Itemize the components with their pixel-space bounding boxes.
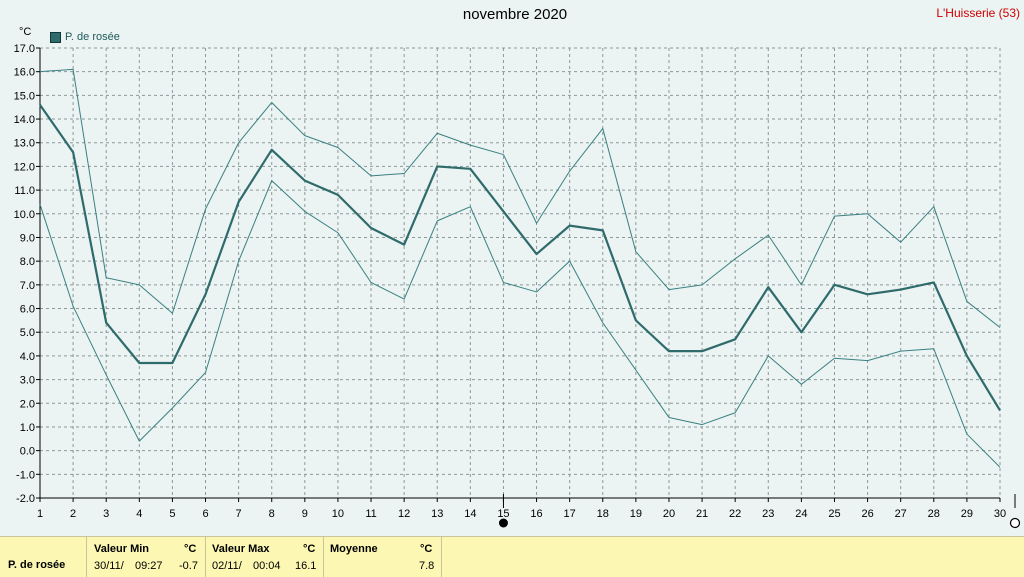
y-tick-label: 7.0	[20, 280, 35, 292]
y-tick-label: 5.0	[20, 327, 35, 339]
x-tick-label: 15	[497, 508, 509, 520]
x-tick-label: 13	[431, 508, 443, 520]
y-tick-label: 15.0	[14, 90, 35, 102]
summary-max-header: Valeur Max	[212, 543, 270, 555]
x-tick-label: 18	[597, 508, 609, 520]
x-tick-label: 5	[169, 508, 175, 520]
series-line-max	[39, 68, 1001, 328]
summary-max-date: 02/11/	[212, 560, 242, 572]
summary-min-date: 30/11/	[94, 560, 124, 572]
y-tick-label: 2.0	[20, 398, 35, 410]
y-tick-label: -1.0	[16, 469, 35, 481]
series-line-mean	[39, 104, 1001, 411]
x-tick-label: 25	[828, 508, 840, 520]
summary-max-value: 16.1	[295, 560, 317, 572]
summary-min-unit: °C	[184, 543, 197, 555]
x-tick-label: 20	[663, 508, 675, 520]
y-tick-label: 4.0	[20, 351, 35, 363]
legend-swatch	[50, 31, 61, 43]
y-tick-label: 0.0	[20, 446, 35, 458]
summary-separator	[86, 537, 87, 577]
x-tick-label: 2	[70, 508, 76, 520]
y-tick-label: 14.0	[14, 114, 35, 126]
x-tick-label: 12	[398, 508, 410, 520]
tick-labels: 17.016.015.014.013.012.011.010.09.08.07.…	[14, 43, 1007, 520]
series-lines	[39, 68, 1001, 468]
y-tick-label: 17.0	[14, 43, 35, 55]
y-tick-label: 13.0	[14, 138, 35, 150]
x-tick-label: 26	[861, 508, 873, 520]
x-tick-label: 1	[37, 508, 43, 520]
axes	[36, 47, 1001, 502]
x-tick-label: 27	[895, 508, 907, 520]
y-tick-label: 16.0	[14, 67, 35, 79]
y-tick-label: 12.0	[14, 161, 35, 173]
summary-min-time: 09:27	[135, 560, 163, 572]
x-tick-label: 16	[530, 508, 542, 520]
y-tick-label: 9.0	[20, 232, 35, 244]
x-tick-label: 17	[564, 508, 576, 520]
summary-separator	[441, 537, 442, 577]
legend-label: P. de rosée	[65, 31, 120, 43]
y-tick-label: 1.0	[20, 422, 35, 434]
series-line-min	[39, 180, 1001, 468]
x-tick-label: 22	[729, 508, 741, 520]
x-tick-label: 19	[630, 508, 642, 520]
summary-separator	[205, 537, 206, 577]
y-tick-label: -2.0	[16, 493, 35, 505]
new-moon-icon	[498, 518, 508, 528]
x-tick-label: 21	[696, 508, 708, 520]
x-tick-label: 10	[332, 508, 344, 520]
x-tick-label: 8	[269, 508, 275, 520]
summary-mean-header: Moyenne	[330, 543, 378, 555]
y-tick-label: 10.0	[14, 209, 35, 221]
x-tick-label: 11	[365, 508, 376, 520]
y-tick-label: 8.0	[20, 256, 35, 268]
x-tick-label: 3	[103, 508, 109, 520]
summary-min-header: Valeur Min	[94, 543, 150, 555]
x-tick-label: 14	[464, 508, 476, 520]
x-tick-label: 6	[202, 508, 208, 520]
summary-row-label: P. de rosée	[8, 559, 66, 571]
summary-separator	[323, 537, 324, 577]
x-tick-label: 9	[302, 508, 308, 520]
y-tick-label: 3.0	[20, 375, 35, 387]
x-tick-label: 7	[236, 508, 242, 520]
summary-max-time: 00:04	[253, 560, 281, 572]
summary-max-unit: °C	[303, 543, 316, 555]
day-markers	[498, 494, 1021, 529]
legend: P. de rosée	[50, 31, 120, 43]
summary-table: P. de rosée Valeur Min °C 30/11/ 09:27 -…	[0, 536, 1024, 577]
y-axis-unit: °C	[19, 26, 32, 38]
summary-mean-value: 7.8	[419, 560, 435, 572]
x-tick-label: 23	[762, 508, 774, 520]
x-tick-label: 4	[136, 508, 142, 520]
y-tick-label: 6.0	[20, 304, 35, 316]
chart-plot: 17.016.015.014.013.012.011.010.09.08.07.…	[14, 43, 1021, 529]
x-tick-label: 24	[795, 508, 807, 520]
plot-area	[40, 48, 1000, 498]
summary-min-value: -0.7	[179, 560, 198, 572]
y-tick-label: 11.0	[14, 185, 35, 197]
x-tick-label: 29	[961, 508, 973, 520]
x-tick-label: 30	[994, 508, 1006, 520]
summary-mean-unit: °C	[420, 543, 433, 555]
grid	[39, 47, 1001, 499]
full-moon-icon	[1009, 517, 1021, 529]
station-name: L'Huisserie (53)	[936, 6, 1020, 20]
x-tick-label: 28	[928, 508, 940, 520]
chart-title: novembre 2020	[462, 6, 568, 23]
